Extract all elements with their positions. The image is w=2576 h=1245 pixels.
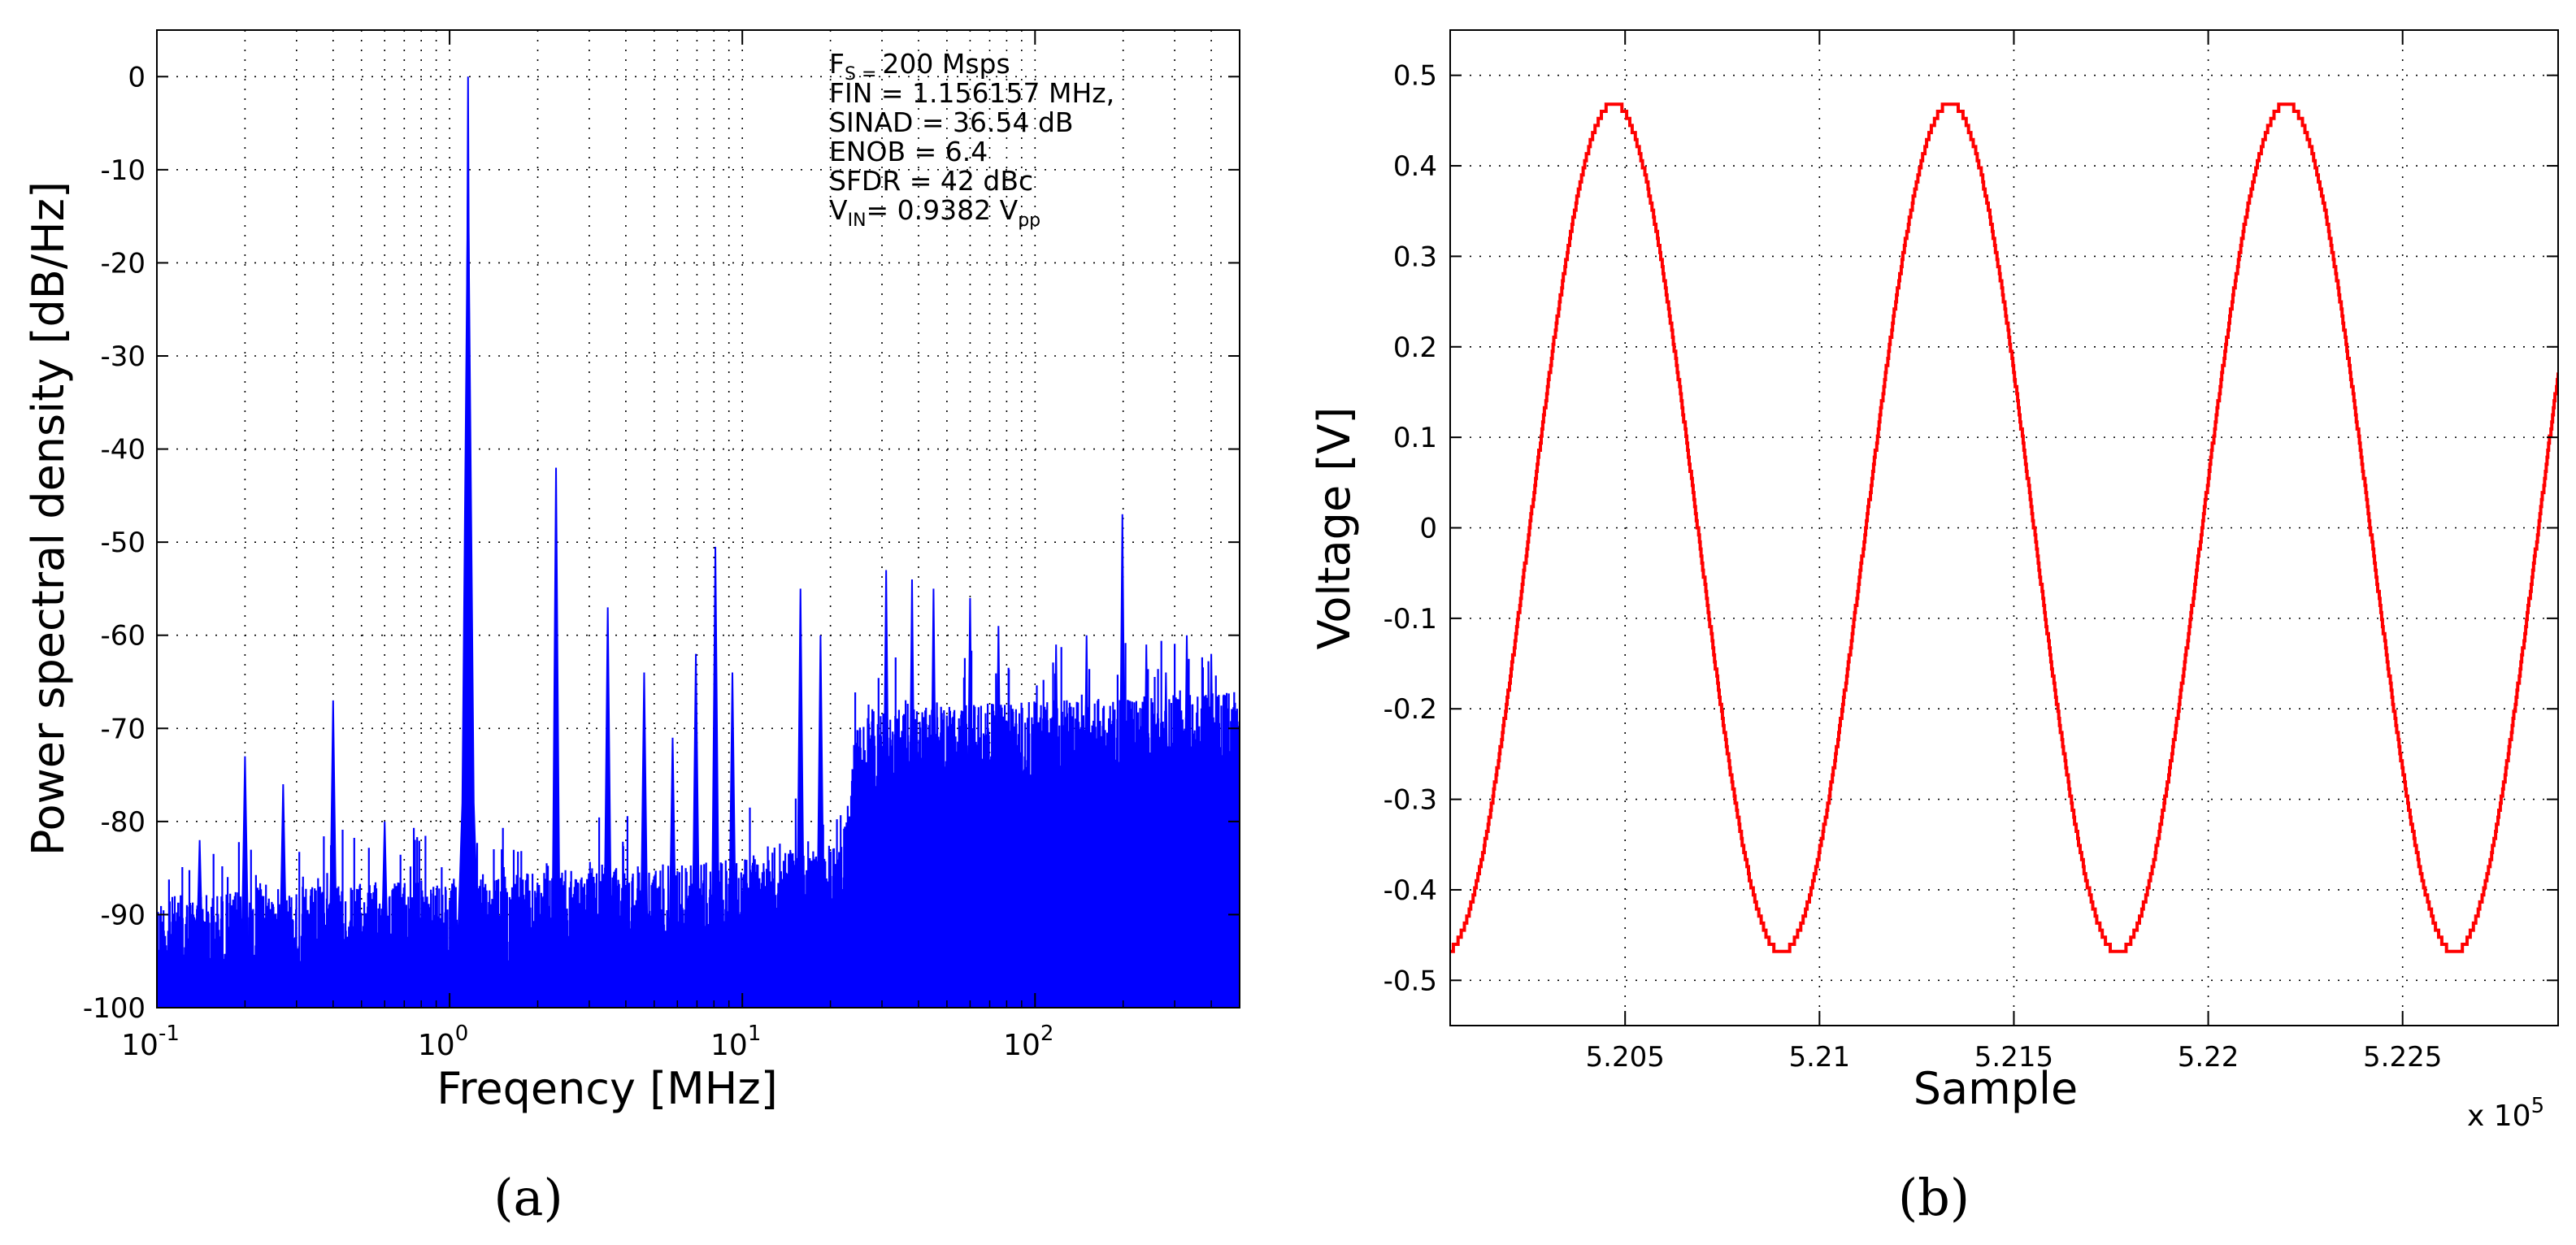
panel-b-plot-area [1450,30,2558,1026]
panel-a-peak [965,597,975,1008]
panel-b-xtick-label: 5.21 [1788,1041,1850,1074]
panel-b-xtick-label: 5.225 [2363,1041,2442,1074]
panel-a-annotation-line: VIN= 0.9382 Vpp [829,194,1040,231]
panel-a-peak [728,672,738,1008]
panel-a-grid [157,30,1240,1008]
panel-a-y-axis-label: Power spectral density [dB/Hz] [23,181,74,856]
panel-a-peak [667,737,678,1008]
panel-b-ytick-label: 0.4 [1393,150,1437,183]
panel-a-peak [1081,635,1092,1008]
panel-b-ytick-label: 0.3 [1393,241,1437,273]
panel-a-xtick-label: 101 [710,1022,761,1062]
panel-a-ytick-label: -60 [100,620,146,653]
panel-b-ytick-label: -0.3 [1384,784,1437,817]
panel-a-peak [1182,635,1192,1008]
panel-a-peak [795,588,806,1008]
panel-a-peak [240,756,250,1008]
panel-a-peak [551,467,562,1008]
panel-a-peak [380,821,390,1008]
panel-a-x-axis-label: Freqency [MHz] [437,1063,778,1114]
panel-a-peak [691,653,702,1008]
panel-b-x-multiplier: x 105 [2467,1094,2544,1133]
panel-b-ytick-label: 0.5 [1393,60,1437,93]
panel-a-peak [993,626,1004,1008]
panel-b-ytick-label: 0.2 [1393,332,1437,364]
panel-a-xtick-label: 102 [1003,1022,1053,1062]
panel-b-xtick-label: 5.205 [1586,1041,1665,1074]
panel-b-sine-line [1450,102,2558,953]
panel-b-y-axis-label: Voltage [V] [1309,407,1360,650]
panel-b-ytick-label: -0.5 [1384,965,1437,997]
panel-a-ytick-label: -80 [100,806,146,839]
panel-a-peak [815,635,826,1008]
panel-a-peak [881,570,892,1008]
panel-a-ytick-label: -90 [100,899,146,931]
panel-a-annotation-line: FIN = 1.156157 MHz, [829,77,1114,109]
panel-a-xtick-label: 10-1 [121,1022,180,1062]
panel-a-peak [1051,644,1062,1008]
panel-a-spectrum-series [157,76,1240,1008]
panel-a-annotation-line: ENOB = 6.4 [829,136,988,167]
panel-a-peak [1141,644,1152,1008]
panel-a-peak [928,588,939,1008]
panel-a-peak [1206,653,1217,1008]
panel-a-label: (a) [493,1168,563,1227]
panel-a-peak [906,579,917,1008]
panel-b-ytick-label: -0.2 [1384,693,1437,726]
panel-a-peak [278,784,289,1008]
panel-a-annotation-line: SFDR = 42 dBc [829,165,1033,197]
panel-a-ytick-label: -40 [100,434,146,466]
panel-b-x-axis-label: Sample [1914,1063,2078,1114]
panel-b-ytick-label: 0.1 [1393,422,1437,454]
panel-a-annotation-line: SINAD = 36.54 dB [829,106,1074,138]
panel-b-label: (b) [1898,1168,1970,1227]
panel-b-voltage-series [1450,102,2558,953]
panel-a-peak [194,839,205,1008]
panel-a-ytick-label: -30 [100,341,146,373]
panel-a-xtick-label: 100 [418,1022,468,1062]
panel-b-xtick-label: 5.22 [2178,1041,2239,1074]
panel-a-ytick-label: -20 [100,247,146,280]
panel-a-peak [602,607,613,1008]
panel-a-axes-frame [156,29,1240,1009]
panel-a-ytick-label: -50 [100,527,146,559]
panel-b-ytick-label: -0.4 [1384,874,1437,907]
panel-a-ytick-label: -70 [100,713,146,745]
panel-a-peak [1161,672,1171,1008]
panel-a-peak [1117,514,1127,1008]
panel-b-voltage-chart: 5.205 5.21 5.215 5.22 5.225 0.5 0.4 0.3 0.2 0.1 0 -… [1309,29,2559,1227]
panel-b-xtick-label: 5.215 [1974,1041,2053,1074]
panel-a-annotation-line: FS = 200 Msps [829,48,1010,85]
panel-a-peak [639,672,649,1008]
panel-b-ticks: 5.205 5.21 5.215 5.22 5.225 0.5 0.4 0.3 0.2 0.1 0 -… [1384,30,2558,1074]
panel-b-ytick-label: 0 [1419,513,1437,545]
panel-a-ytick-label: -10 [100,154,146,187]
panel-a-ytick-label: 0 [128,61,146,93]
panel-a-peak [328,700,338,1008]
panel-a-fundamental [454,76,481,1008]
panel-b-ytick-label: -0.1 [1384,603,1437,636]
panel-a-peak [710,546,721,1008]
panel-a-ytick-label: -100 [83,992,146,1025]
